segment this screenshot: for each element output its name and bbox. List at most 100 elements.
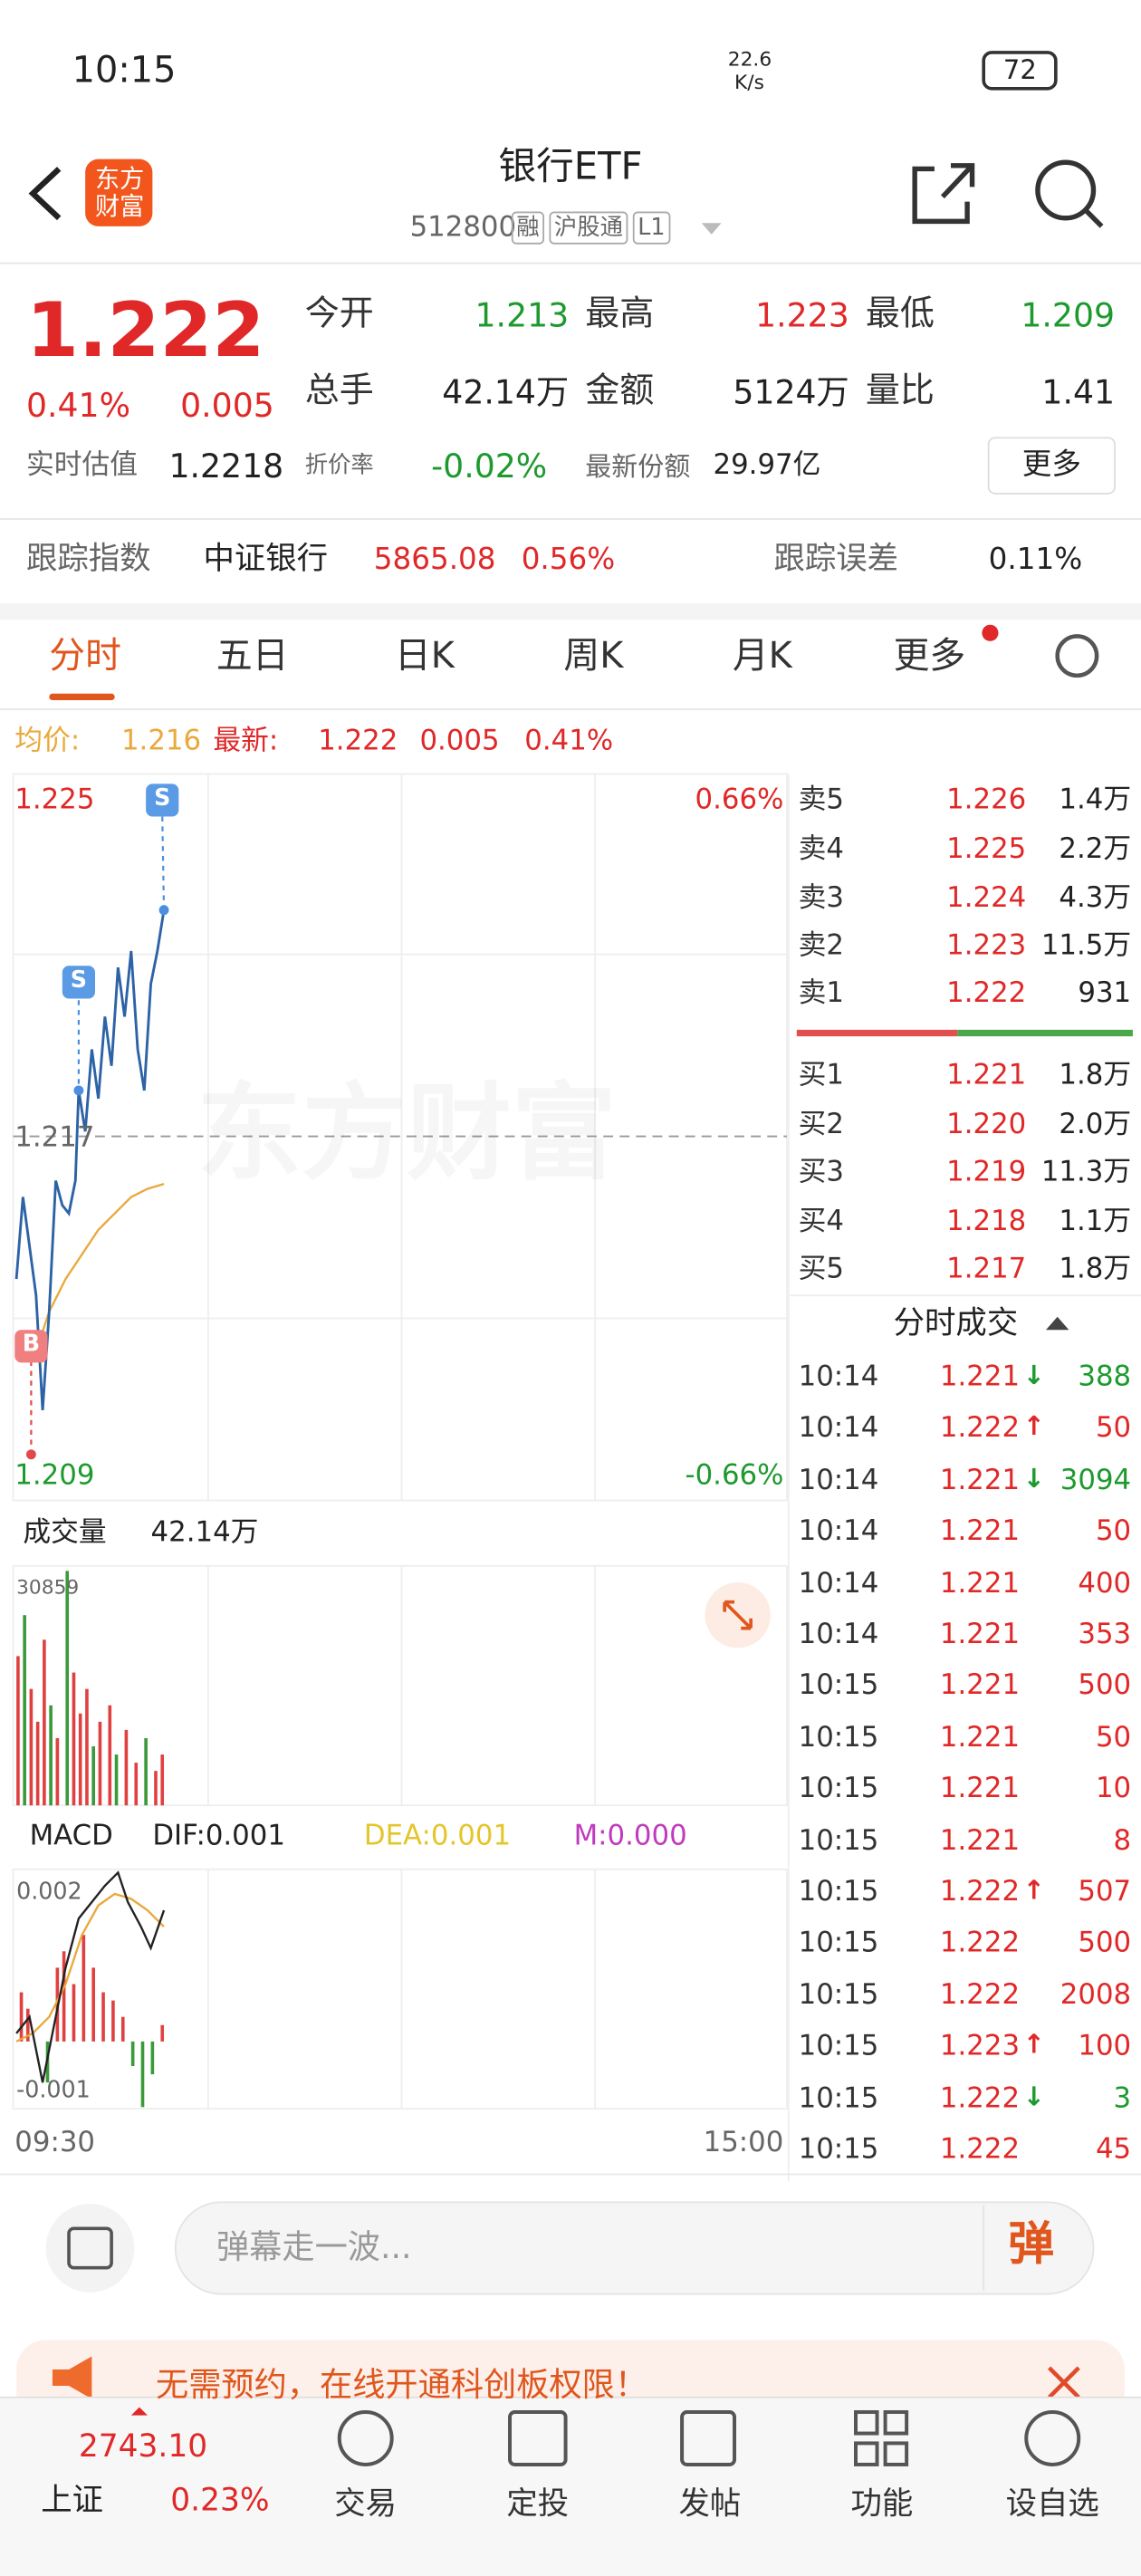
dea: DEA:0.001 [363, 1820, 512, 1853]
book-label: 买1 [798, 1059, 845, 1092]
book-vol: 1.1万 [1059, 1205, 1132, 1238]
trade-price: 1.222 [939, 1927, 1021, 1961]
book-vol: 11.5万 [1040, 929, 1132, 963]
stat-value: 1.209 [1021, 294, 1116, 335]
trade-arrow: ↓ [1022, 1462, 1045, 1494]
tab[interactable]: 五日 [216, 636, 289, 678]
banner-close[interactable] [1048, 2366, 1080, 2399]
trade-vol: 353 [1078, 1618, 1132, 1652]
stat-label: 总手 [304, 370, 374, 410]
nav-item[interactable]: 功能 [850, 2485, 914, 2523]
tag: 沪股通 [549, 211, 628, 245]
index-pct[interactable]: 0.23% [170, 2482, 270, 2519]
badge [982, 624, 999, 641]
book-label: 卖1 [798, 976, 845, 1011]
book-price: 1.225 [946, 832, 1027, 866]
latest: 1.222 [318, 725, 398, 758]
y-mid: 1.217 [14, 1121, 95, 1155]
index-value[interactable]: 2743.10 [78, 2428, 208, 2465]
trade-time: 10:15 [798, 2133, 879, 2167]
marker-label: S [154, 785, 171, 812]
marker-dot [158, 905, 169, 916]
book-label: 买5 [798, 1253, 845, 1286]
y-top: 1.225 [14, 783, 95, 817]
trade-vol: 45 [1095, 2133, 1132, 2167]
comment-button[interactable]: 弹 [1008, 2216, 1055, 2272]
share-icon[interactable] [912, 163, 975, 225]
bottom-nav [0, 2397, 1141, 2576]
tracking-value: 5865.08 [373, 543, 496, 578]
marker-b[interactable] [14, 1330, 48, 1363]
search-icon[interactable] [1035, 159, 1097, 221]
tab[interactable]: 分时 [49, 636, 121, 678]
stat-label: 最低 [865, 293, 935, 333]
divider [0, 518, 1141, 520]
trade-vol: 3094 [1060, 1464, 1132, 1497]
trade-time: 10:15 [798, 1773, 879, 1806]
trade-price: 1.222 [939, 1978, 1021, 2012]
book-vol: 11.3万 [1040, 1156, 1132, 1189]
volume-bars [16, 1571, 165, 1806]
trade-price: 1.221 [939, 1721, 1021, 1754]
tracking-error[interactable]: 0.11% [988, 543, 1083, 578]
trade-time: 10:15 [798, 1824, 879, 1858]
trade-arrow: ↑ [1022, 1874, 1045, 1906]
ask-bar [796, 1029, 958, 1037]
change: 0.005 [180, 385, 274, 425]
book-price: 1.221 [946, 1059, 1027, 1092]
tab-underline [49, 693, 115, 701]
book-label: 卖3 [798, 881, 845, 916]
dropdown [701, 223, 722, 235]
trade-time: 10:14 [798, 1618, 879, 1652]
nav-item[interactable]: 交易 [334, 2485, 398, 2523]
book-label: 买2 [798, 1108, 845, 1141]
index-name[interactable]: 上证 [41, 2482, 104, 2519]
index-arrow [130, 2407, 148, 2416]
error-label: 跟踪误差 [773, 541, 899, 578]
book-price: 1.223 [946, 929, 1027, 963]
trade-vol: 100 [1078, 2030, 1132, 2063]
book-vol: 4.3万 [1059, 881, 1132, 916]
tab[interactable]: 更多 [893, 636, 966, 678]
trades-title: 分时成交 [893, 1305, 1019, 1341]
book-vol: 1.8万 [1059, 1059, 1132, 1092]
tab[interactable]: 日K [394, 636, 455, 678]
trade-vol: 507 [1078, 1876, 1132, 1909]
trade-arrow: ↓ [1022, 2080, 1045, 2111]
tab[interactable]: 月K [732, 636, 792, 678]
share: 29.97亿 [713, 449, 821, 483]
comment-input[interactable] [174, 2201, 1095, 2295]
trade-vol: 3 [1113, 2081, 1132, 2115]
stat-label: 金额 [585, 370, 655, 410]
tab[interactable]: 周K [563, 636, 624, 678]
trade-arrow: ↓ [1022, 1359, 1045, 1391]
back-icon[interactable] [28, 167, 62, 221]
nav-item[interactable]: 设自选 [1005, 2485, 1099, 2523]
share-label: 最新份额 [585, 450, 691, 483]
trade-time: 10:14 [798, 1360, 879, 1394]
marker-s[interactable] [146, 783, 179, 817]
marker-s[interactable] [62, 966, 95, 999]
nav-item[interactable]: 发帖 [678, 2485, 742, 2523]
volume-label[interactable]: 成交量 [23, 1516, 107, 1550]
trade-time: 10:14 [798, 1566, 879, 1600]
stat-value: 1.223 [755, 294, 849, 335]
time-start: 09:30 [14, 2127, 95, 2160]
trade-time: 10:14 [798, 1515, 879, 1549]
macd-top: 0.002 [16, 1879, 82, 1906]
comment-placeholder[interactable]: 弹幕走一波... [216, 2226, 412, 2266]
gap [0, 603, 1141, 620]
pct-bottom: -0.66% [685, 1459, 784, 1493]
macd-label[interactable]: MACD [29, 1820, 113, 1853]
book-vol: 931 [1078, 976, 1132, 1011]
more-button[interactable] [987, 437, 1116, 495]
banner-text[interactable]: 无需预约，在线开通科创板权限！ [155, 2364, 648, 2404]
settings-icon[interactable] [1055, 634, 1099, 678]
note-icon-bg[interactable] [45, 2204, 135, 2292]
note-icon [67, 2226, 113, 2270]
book-label: 卖5 [798, 783, 845, 817]
nav-item[interactable]: 定投 [506, 2485, 570, 2523]
more-label[interactable]: 更多 [1021, 447, 1081, 483]
trade-vol: 10 [1095, 1773, 1132, 1806]
